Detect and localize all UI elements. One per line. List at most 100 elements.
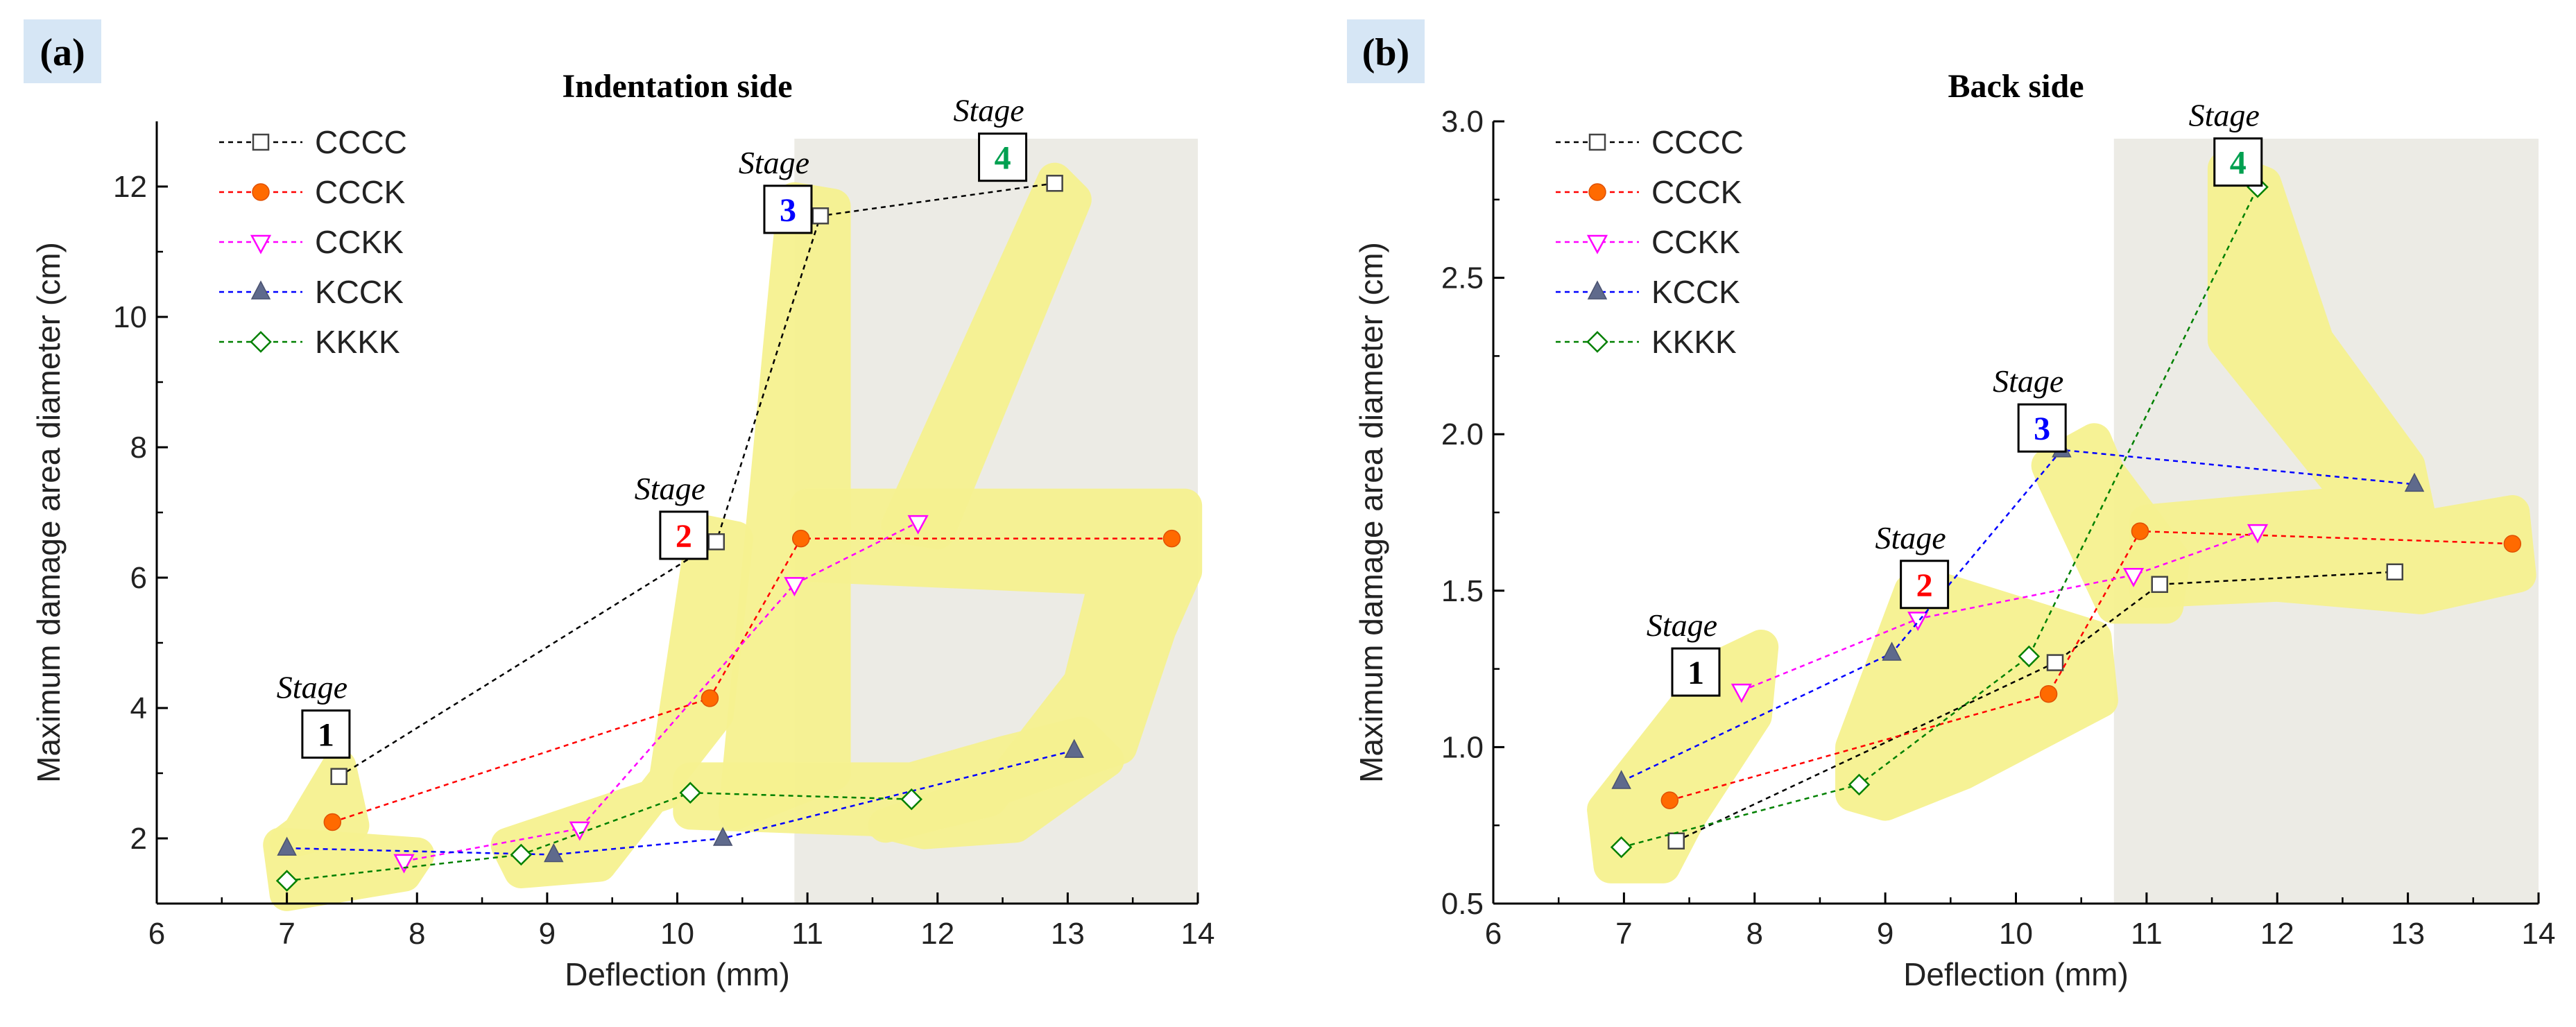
x-axis-label: Deflection (mm) (565, 956, 790, 992)
x-tick-label: 8 (1746, 917, 1763, 951)
data-point-kcck (1064, 739, 1084, 758)
legend-label: CCKK (315, 224, 404, 260)
data-point-cccc (1667, 832, 1685, 850)
stage-label: Stage (739, 145, 809, 180)
data-point-ccck (791, 529, 810, 548)
data-point-ccck (323, 813, 342, 831)
legend-label: CCKK (1651, 224, 1740, 260)
legend-marker (1588, 133, 1606, 151)
highlight-region (790, 488, 1203, 843)
data-point-kcck (1611, 770, 1631, 789)
legend-label: KKKK (315, 324, 400, 360)
legend-label: CCCK (315, 174, 406, 210)
y-tick-label: 3.0 (1441, 105, 1484, 139)
legend-marker (1588, 183, 1606, 201)
stage-number: 3 (2034, 411, 2050, 447)
stage-box (2213, 137, 2263, 187)
highlight-region (2129, 150, 2536, 614)
legend-label: CCCC (1651, 124, 1744, 160)
data-point-ccck (2131, 522, 2149, 540)
x-axis-label: Deflection (mm) (1903, 956, 2129, 992)
series-line-kcck (286, 749, 1075, 856)
stage-label: Stage (277, 670, 347, 705)
x-tick-label: 11 (791, 917, 823, 951)
x-tick-label: 9 (1877, 917, 1894, 951)
panel-label-background (24, 19, 101, 83)
stage-box (2017, 403, 2067, 453)
x-tick-label: 12 (920, 917, 954, 951)
data-point-cccc (1046, 175, 1063, 192)
data-point-cckk (784, 577, 805, 597)
data-point-kkkk (679, 782, 702, 804)
data-point-ccck (701, 689, 719, 707)
x-tick-label: 6 (1485, 917, 1502, 951)
legend-marker (1586, 234, 1608, 254)
y-tick-label: 1.5 (1441, 574, 1484, 608)
stage-label: Stage (2189, 98, 2260, 133)
legend-label: KCCK (315, 274, 404, 310)
stage-number: 4 (995, 140, 1011, 177)
data-point-cccc (707, 533, 725, 551)
x-tick-label: 9 (539, 917, 556, 951)
data-point-kcck (544, 843, 564, 863)
chart-title: Back side (1948, 68, 2084, 105)
stage-label: Stage (1647, 607, 1717, 643)
data-point-cccc (812, 207, 830, 225)
data-point-cccc (2386, 563, 2404, 580)
y-tick-label: 10 (113, 300, 147, 334)
stage-number: 1 (1688, 655, 1704, 691)
x-tick-label: 6 (148, 917, 165, 951)
legend-marker (1586, 331, 1608, 353)
y-tick-label: 2.5 (1441, 261, 1484, 295)
stage-box (1671, 647, 1721, 697)
data-point-cccc (2046, 654, 2064, 671)
stage-number: 2 (1916, 567, 1933, 604)
data-point-kcck (712, 827, 733, 846)
panel-label: (b) (1362, 31, 1409, 74)
legend-label: CCCK (1651, 174, 1742, 210)
data-point-kkkk (275, 870, 298, 892)
data-point-cckk (393, 854, 415, 874)
stage-number: 1 (318, 717, 334, 754)
panel-label-background (1347, 19, 1425, 83)
legend-marker (252, 133, 270, 151)
x-tick-label: 10 (660, 917, 694, 951)
data-point-ccck (2503, 535, 2522, 553)
y-tick-label: 0.5 (1441, 887, 1484, 921)
stage-number: 3 (780, 192, 796, 229)
legend-marker (250, 331, 272, 353)
stage-box (659, 510, 709, 560)
x-tick-label: 7 (1615, 917, 1632, 951)
series-line-ccck (332, 537, 1172, 823)
legend-label: KCCK (1651, 274, 1740, 310)
legend-marker (1587, 280, 1608, 300)
stage-label: Stage (953, 93, 1024, 128)
legend-label: KKKK (1651, 324, 1737, 360)
legend-marker (250, 234, 272, 254)
data-point-kkkk (1610, 836, 1633, 858)
highlight-region (1835, 573, 2118, 821)
y-tick-label: 6 (130, 561, 147, 595)
data-point-cckk (569, 821, 590, 841)
stage-box (301, 709, 351, 759)
y-axis-label: Maximum damage area diameter (cm) (1353, 242, 1389, 783)
highlight-region (1587, 630, 1779, 883)
data-point-ccck (2039, 684, 2058, 703)
data-point-kkkk (510, 843, 533, 866)
y-tick-label: 1.0 (1441, 730, 1484, 764)
x-tick-label: 10 (1999, 917, 2033, 951)
highlight-region (881, 162, 1092, 550)
series-line-ccck (1669, 530, 2513, 802)
data-point-kcck (2404, 472, 2425, 492)
series-line-cckk (1741, 530, 2258, 692)
x-tick-label: 13 (2391, 917, 2425, 951)
stage-label: Stage (1993, 363, 2063, 399)
x-tick-label: 7 (278, 917, 295, 951)
y-tick-label: 2 (130, 822, 147, 856)
y-axis-label: Maximum damage area diameter (cm) (31, 242, 67, 783)
data-point-cccc (330, 768, 347, 785)
panel-b: 6 7 8 9 10 11 12 13 140.51.01.52.02.53.0Deflecti… (1347, 19, 2555, 992)
y-tick-label: 8 (130, 431, 147, 465)
stage-number: 4 (2230, 145, 2247, 182)
